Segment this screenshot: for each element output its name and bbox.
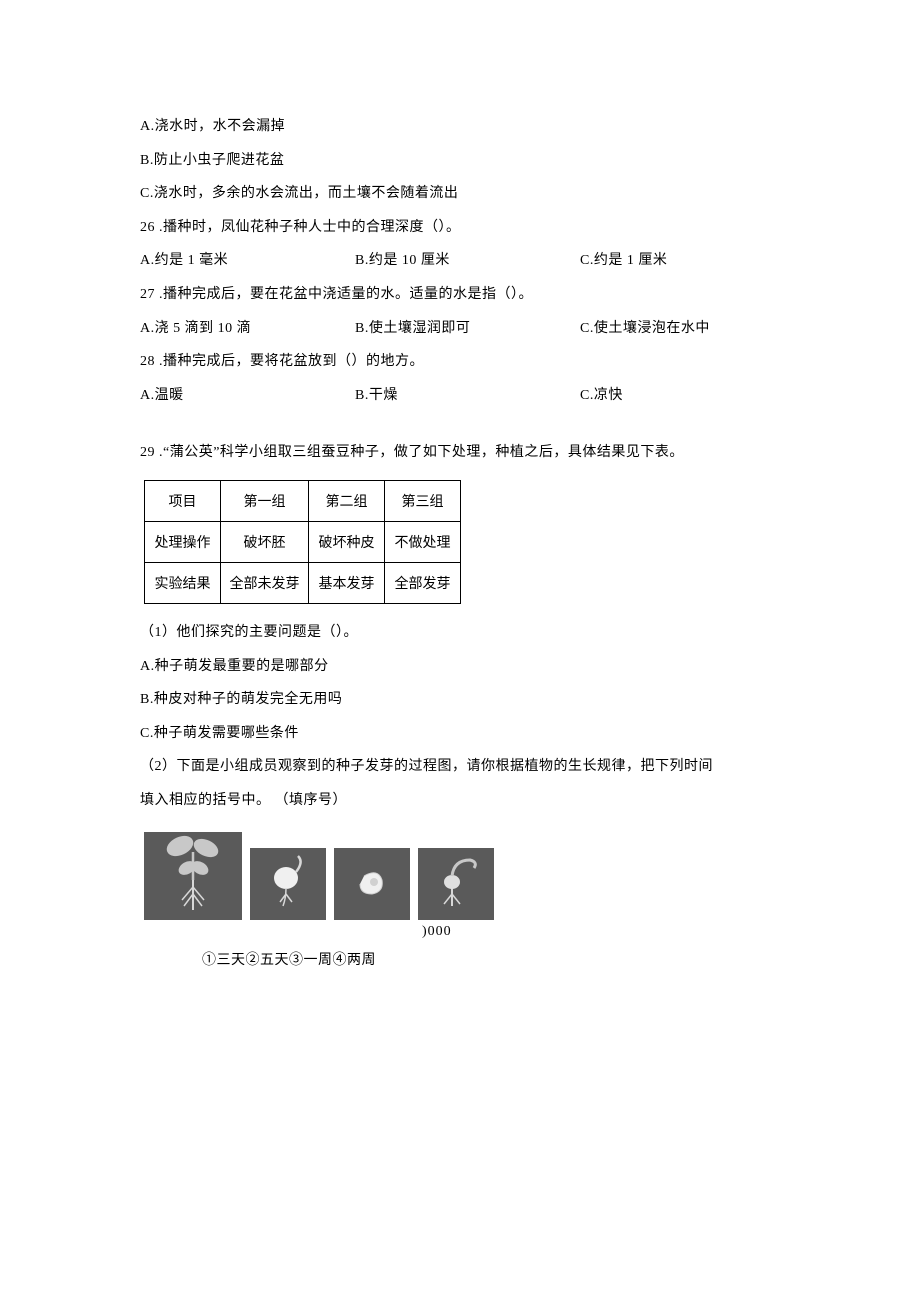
q27-options-row: A.浇 5 滴到 10 滴 B.使土壤湿润即可 C.使土壤浸泡在水中 xyxy=(140,312,780,346)
q29-sub1-option-a: A.种子萌发最重要的是哪部分 xyxy=(140,650,780,684)
q25-option-b: B.防止小虫子爬进花盆 xyxy=(140,144,780,178)
sprout-curved-icon xyxy=(418,848,494,920)
table-cell-header-1: 项目 xyxy=(145,480,221,521)
q28-option-b: B.干燥 xyxy=(355,379,580,413)
q29-sub2-line2: 填入相应的括号中。 （填序号） xyxy=(140,784,780,818)
q26-option-b: B.约是 10 厘米 xyxy=(355,244,580,278)
q27-option-a: A.浇 5 滴到 10 滴 xyxy=(140,312,355,346)
plant-stage-icon xyxy=(144,832,242,920)
table-cell-r2-3: 破坏种皮 xyxy=(309,521,385,562)
q27-stem: 27 .播种完成后，要在花盆中浇适量的水。适量的水是指（）。 xyxy=(140,278,780,312)
q26-options-row: A.约是 1 毫米 B.约是 10 厘米 C.约是 1 厘米 xyxy=(140,244,780,278)
table-row: 实验结果 全部未发芽 基本发芽 全部发芽 xyxy=(145,562,461,603)
q29-sub1-option-c: C.种子萌发需要哪些条件 xyxy=(140,717,780,751)
q28-option-c: C.凉快 xyxy=(580,379,780,413)
table-cell-r3-3: 基本发芽 xyxy=(309,562,385,603)
seed-stage-1 xyxy=(144,832,242,920)
table-row: 处理操作 破坏胚 破坏种皮 不做处理 xyxy=(145,521,461,562)
seed-stage-3 xyxy=(334,848,410,920)
q29-sub2-line1: （2）下面是小组成员观察到的种子发芽的过程图，请你根据植物的生长规律，把下列时间 xyxy=(140,750,780,784)
q28-stem: 28 .播种完成后，要将花盆放到（）的地方。 xyxy=(140,345,780,379)
q26-option-a: A.约是 1 毫米 xyxy=(140,244,355,278)
table-cell-header-3: 第二组 xyxy=(309,480,385,521)
q26-option-c: C.约是 1 厘米 xyxy=(580,244,780,278)
q28-option-a: A.温暖 xyxy=(140,379,355,413)
q25-option-a: A.浇水时，水不会漏掉 xyxy=(140,110,780,144)
q25-option-c: C.浇水时，多余的水会流出，而土壤不会随着流出 xyxy=(140,177,780,211)
seed-icon xyxy=(334,848,410,920)
experiment-table: 项目 第一组 第二组 第三组 处理操作 破坏胚 破坏种皮 不做处理 实验结果 全… xyxy=(144,480,461,604)
table-cell-r2-2: 破坏胚 xyxy=(221,521,309,562)
table-cell-header-4: 第三组 xyxy=(385,480,461,521)
table-row: 项目 第一组 第二组 第三组 xyxy=(145,480,461,521)
q27-option-b: B.使土壤湿润即可 xyxy=(355,312,580,346)
seed-growth-images xyxy=(144,832,780,920)
q26-stem: 26 .播种时，凤仙花种子种人士中的合理深度（）。 xyxy=(140,211,780,245)
answer-parentheses: )000 xyxy=(422,924,780,940)
q29-sub1-option-b: B.种皮对种子的萌发完全无用吗 xyxy=(140,683,780,717)
table-cell-r3-1: 实验结果 xyxy=(145,562,221,603)
q29-sub1-stem: （1）他们探究的主要问题是（）。 xyxy=(140,616,780,650)
seed-sprout-icon xyxy=(250,848,326,920)
q27-option-c: C.使土壤浸泡在水中 xyxy=(580,312,780,346)
table-cell-r3-4: 全部发芽 xyxy=(385,562,461,603)
table-cell-r3-2: 全部未发芽 xyxy=(221,562,309,603)
table-cell-header-2: 第一组 xyxy=(221,480,309,521)
table-cell-r2-1: 处理操作 xyxy=(145,521,221,562)
q28-options-row: A.温暖 B.干燥 C.凉快 xyxy=(140,379,780,413)
seed-stage-2 xyxy=(250,848,326,920)
q29-stem: 29 .“蒲公英”科学小组取三组蚕豆种子，做了如下处理，种植之后，具体结果见下表… xyxy=(140,436,780,470)
seed-stage-4 xyxy=(418,848,494,920)
q29-sub2-options: ①三天②五天③一周④两周 xyxy=(140,944,780,978)
table-cell-r2-4: 不做处理 xyxy=(385,521,461,562)
